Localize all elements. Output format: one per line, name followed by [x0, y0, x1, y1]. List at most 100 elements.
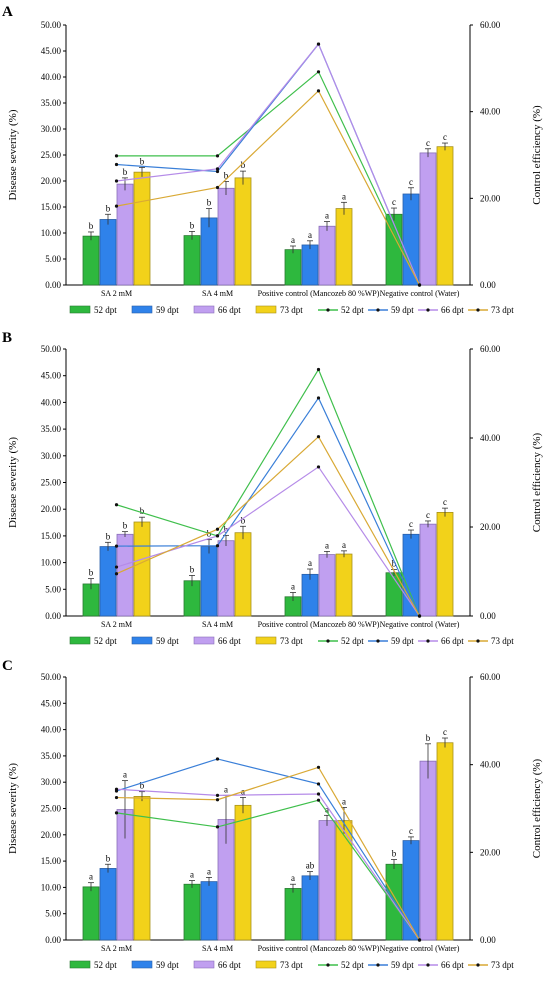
efficiency-point	[114, 544, 119, 548]
y-tick-label: 5.00	[45, 254, 61, 264]
bar	[419, 523, 437, 617]
y-tick-label: 50.00	[41, 344, 62, 354]
legend-label: 59 dpt	[156, 636, 179, 646]
legend-swatch-bar	[255, 636, 277, 645]
bar	[116, 183, 134, 286]
significance-letter: b	[123, 167, 128, 177]
y-tick-label: 10.00	[41, 882, 62, 892]
bar	[200, 217, 218, 286]
y-tick-label: 30.00	[41, 124, 62, 134]
legend-label: 73 dpt	[280, 636, 303, 646]
y-tick-label: 25.00	[41, 804, 62, 814]
legend-swatch-bar	[69, 305, 91, 314]
significance-letter: a	[190, 870, 194, 880]
y2-tick-label: 20.00	[480, 193, 501, 203]
efficiency-point	[215, 154, 220, 158]
significance-letter: a	[325, 540, 329, 550]
category-label: Negative control (Water)	[380, 289, 460, 298]
bar	[301, 573, 319, 617]
bar	[284, 888, 302, 941]
efficiency-line	[116, 70, 421, 286]
bar	[436, 146, 454, 286]
legend-swatch-bar	[255, 960, 277, 969]
y-tick-label: 10.00	[41, 558, 62, 568]
y-tick-label: 10.00	[41, 228, 62, 238]
efficiency-point	[114, 811, 119, 815]
significance-letter: a	[224, 784, 228, 794]
significance-letter: b	[140, 781, 145, 791]
legend-label: 59 dpt	[391, 305, 414, 315]
legend-swatch-marker	[476, 639, 480, 643]
bar	[318, 820, 336, 941]
bar	[183, 235, 201, 286]
y2-tick-label: 20.00	[480, 847, 501, 857]
category-label: Negative control (Water)	[380, 620, 460, 629]
bar	[234, 532, 252, 617]
y-tick-label: 35.00	[41, 751, 62, 761]
category-label: SA 2 mM	[101, 944, 132, 953]
legend-swatch-bar	[255, 305, 277, 314]
bar	[301, 875, 319, 941]
y2-tick-label: 0.00	[480, 935, 496, 945]
legend-swatch-marker	[426, 639, 430, 643]
efficiency-point	[114, 179, 119, 183]
significance-letter: b	[426, 733, 431, 743]
y-tick-label: 20.00	[41, 830, 62, 840]
significance-letter: a	[123, 770, 127, 780]
legend: 52 dpt 59 dpt 66 dpt 73 dpt 52 dpt 59 dpt 66 d…	[69, 960, 514, 970]
efficiency-point	[316, 396, 321, 400]
y-tick-label: 15.00	[41, 202, 62, 212]
bar	[318, 225, 336, 286]
efficiency-line	[116, 799, 420, 941]
bar	[436, 742, 454, 941]
panel-letter: A	[2, 4, 13, 20]
efficiency-point	[114, 503, 119, 507]
legend-label: 59 dpt	[156, 960, 179, 970]
chart-panel-b: B 0.00 5.00 10.00 15.00 20.00 25.00 30.00 35.00 4…	[2, 330, 543, 646]
category-label: Negative control (Water)	[380, 944, 460, 953]
significance-letter: b	[190, 220, 195, 230]
legend-swatch-bar	[131, 960, 153, 969]
category-label: Positive control (Mancozeb 80 %WP)	[258, 620, 380, 629]
legend-swatch-marker	[376, 963, 380, 967]
efficiency-point	[316, 367, 321, 372]
efficiency-point	[417, 614, 422, 618]
legend-swatch-bar	[131, 305, 153, 314]
efficiency-point	[215, 544, 220, 548]
bar	[133, 796, 151, 941]
significance-letter: a	[342, 796, 346, 806]
legend-swatch-marker	[376, 308, 380, 312]
bar	[99, 219, 117, 286]
significance-letter: a	[342, 540, 346, 550]
legend-swatch-marker	[426, 308, 430, 312]
y-tick-label: 35.00	[41, 98, 62, 108]
legend-label: 52 dpt	[341, 305, 364, 315]
category-label: SA 4 mM	[202, 944, 233, 953]
efficiency-point	[316, 435, 321, 439]
significance-letter: c	[443, 497, 447, 507]
significance-letter: ab	[306, 861, 315, 871]
y-tick-label: 40.00	[41, 725, 62, 735]
efficiency-line	[116, 788, 420, 941]
legend-label: 66 dpt	[218, 960, 241, 970]
significance-letter: b	[140, 156, 145, 166]
category-label: SA 2 mM	[101, 289, 132, 298]
significance-letter: b	[392, 559, 397, 569]
significance-letter: c	[443, 132, 447, 142]
efficiency-point	[316, 70, 321, 74]
efficiency-line	[116, 396, 421, 617]
efficiency-point	[215, 793, 220, 797]
legend-swatch-bar	[193, 960, 215, 969]
legend-label: 73 dpt	[491, 636, 514, 646]
y2-tick-label: 60.00	[480, 344, 501, 354]
efficiency-point	[417, 283, 422, 287]
efficiency-line	[116, 466, 420, 617]
legend-label: 66 dpt	[218, 305, 241, 315]
efficiency-point	[417, 938, 422, 942]
legend-swatch-bar	[69, 636, 91, 645]
efficiency-point	[215, 825, 220, 829]
y-tick-label: 40.00	[41, 72, 62, 82]
legend-label: 52 dpt	[341, 960, 364, 970]
legend-label: 73 dpt	[280, 305, 303, 315]
category-label: SA 4 mM	[202, 620, 233, 629]
